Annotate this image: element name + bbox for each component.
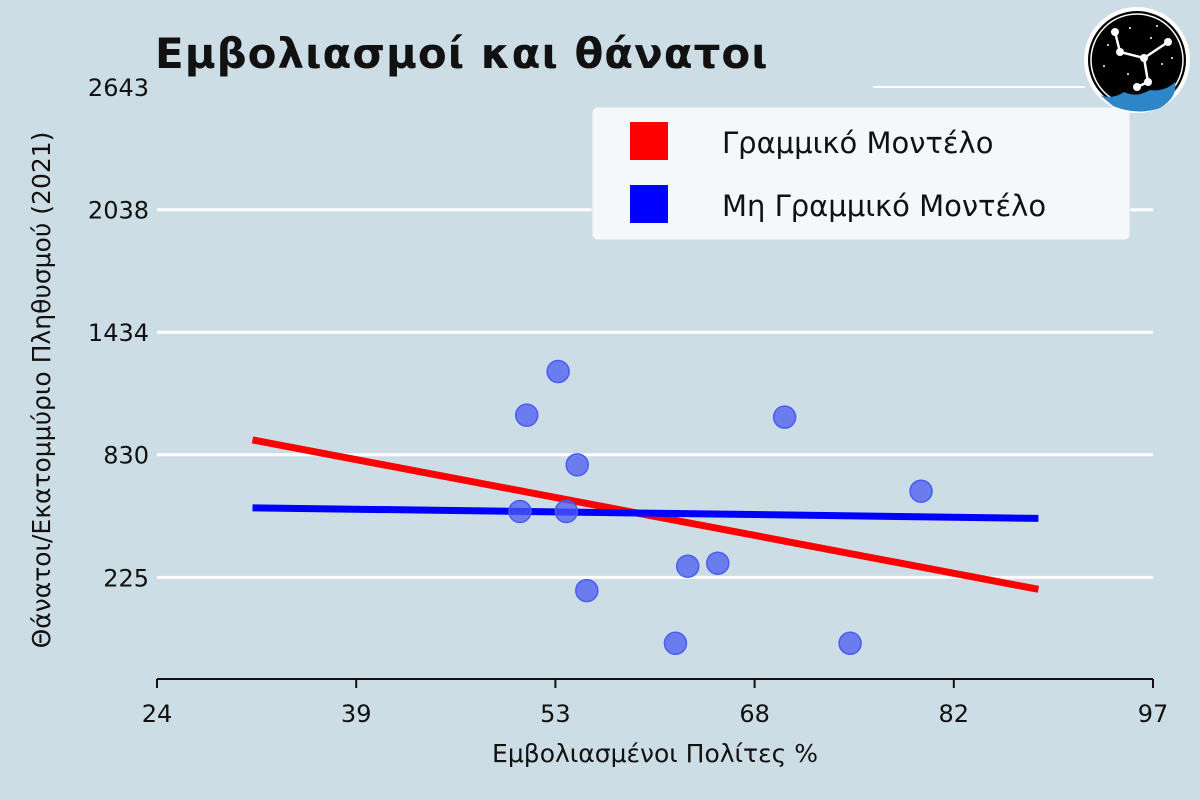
model-lines bbox=[251, 436, 1040, 593]
y-tick-label: 830 bbox=[103, 442, 149, 470]
y-tick-label: 1434 bbox=[88, 319, 149, 347]
nonlinear-model-line bbox=[252, 504, 1039, 522]
data-points bbox=[508, 359, 933, 656]
legend-label-nonlinear: Μη Γραμμικό Μοντέλο bbox=[722, 189, 1046, 223]
y-axis-label: Θάνατοι/Εκατομμύριο Πληθυσμού (2021) bbox=[27, 132, 56, 649]
y-tick-label: 225 bbox=[103, 564, 149, 592]
x-axis-ticks: 24 39 53 68 82 97 bbox=[142, 679, 1169, 728]
x-tick-label: 53 bbox=[540, 700, 571, 728]
data-point bbox=[663, 631, 688, 656]
x-tick-label: 39 bbox=[341, 700, 372, 728]
y-axis-ticks: 225 830 1434 2038 2643 bbox=[88, 74, 149, 592]
legend-label-linear: Γραμμικό Μοντέλο bbox=[722, 126, 993, 160]
chart-title: Εμβολιασμοί και θάνατοι bbox=[155, 29, 769, 78]
data-point bbox=[772, 405, 797, 429]
x-tick-label: 97 bbox=[1138, 700, 1169, 728]
grid-lines bbox=[157, 208, 1153, 579]
constellation-logo bbox=[1084, 7, 1190, 113]
x-tick-label: 68 bbox=[739, 700, 770, 728]
y-tick-label: 2038 bbox=[88, 197, 149, 225]
data-point bbox=[514, 403, 539, 427]
data-point bbox=[565, 453, 589, 477]
legend-box bbox=[591, 106, 1131, 241]
legend-swatch-linear bbox=[630, 122, 668, 160]
legend-swatch-nonlinear bbox=[630, 185, 668, 223]
y-tick-label: 2643 bbox=[88, 74, 149, 102]
data-point bbox=[675, 554, 700, 578]
x-axis-label: Εμβολιασμένοι Πολίτες % bbox=[492, 739, 818, 768]
data-point bbox=[546, 359, 570, 384]
data-point bbox=[575, 578, 599, 603]
x-tick-label: 82 bbox=[939, 700, 970, 728]
data-point bbox=[838, 631, 862, 656]
x-tick-label: 24 bbox=[142, 700, 173, 728]
legend: Γραμμικό Μοντέλο Μη Γραμμικό Μοντέλο bbox=[591, 106, 1131, 241]
data-point bbox=[909, 479, 933, 503]
data-point bbox=[706, 551, 730, 575]
data-point bbox=[508, 499, 532, 524]
data-point bbox=[554, 499, 579, 524]
